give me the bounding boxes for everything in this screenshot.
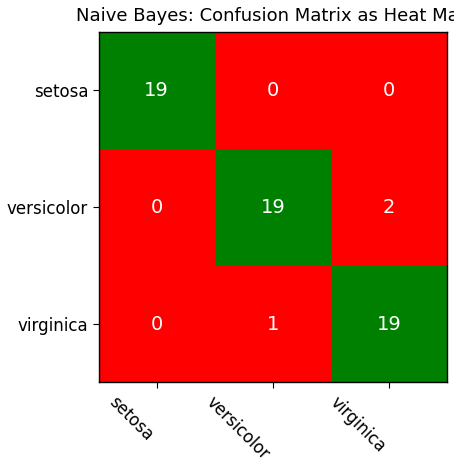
Title: Naive Bayes: Confusion Matrix as Heat Map: Naive Bayes: Confusion Matrix as Heat Ma…: [76, 7, 454, 25]
Text: 19: 19: [261, 198, 285, 217]
Bar: [331, 149, 447, 266]
Bar: [215, 32, 331, 149]
Bar: [215, 266, 331, 383]
Bar: [215, 149, 331, 266]
Bar: [331, 266, 447, 383]
Text: 0: 0: [383, 81, 395, 100]
Text: 19: 19: [377, 314, 401, 334]
Text: 2: 2: [383, 198, 395, 217]
Bar: [99, 32, 215, 149]
Text: 1: 1: [266, 314, 279, 334]
Text: 0: 0: [151, 198, 163, 217]
Text: 19: 19: [144, 81, 169, 100]
Bar: [99, 266, 215, 383]
Text: 0: 0: [151, 314, 163, 334]
Text: 0: 0: [266, 81, 279, 100]
Bar: [99, 149, 215, 266]
Bar: [331, 32, 447, 149]
